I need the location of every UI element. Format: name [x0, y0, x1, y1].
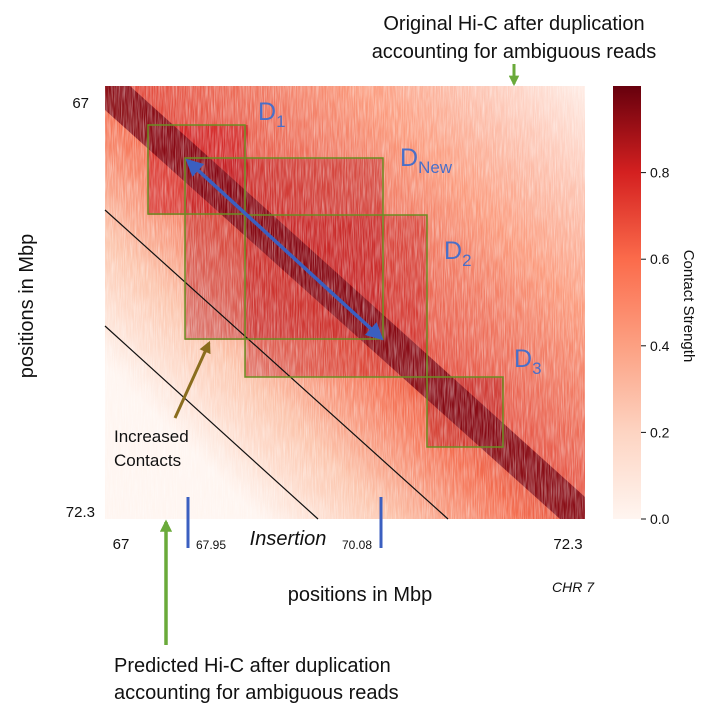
chromosome-label: CHR 7 — [552, 579, 595, 595]
y-tick-top: 67 — [72, 95, 89, 112]
insertion-start-label: 67.95 — [196, 538, 226, 552]
colorbar-label: Contact Strength — [680, 250, 697, 363]
colorbar-tick-label: 0.0 — [650, 511, 670, 527]
tad-box-d3 — [426, 376, 504, 448]
tad-label-d1: D1 — [258, 98, 286, 131]
top-annotation-line2: accounting for ambiguous reads — [372, 41, 657, 63]
bottom-annotation-line2: accounting for ambiguous reads — [114, 682, 399, 704]
colorbar — [613, 86, 641, 519]
insertion-label: Insertion — [250, 528, 327, 550]
increased-contacts-arrow — [173, 340, 211, 419]
insertion-end-label: 70.08 — [342, 538, 372, 552]
y-axis-label: positions in Mbp — [16, 234, 38, 379]
x-tick-right: 72.3 — [553, 536, 582, 553]
dnew-double-arrow — [185, 158, 384, 341]
tad-label-d3: D3 — [514, 345, 542, 378]
increased-contacts-line1: Increased — [114, 427, 189, 446]
colorbar-ticks: 0.0 0.2 0.4 0.6 0.8 — [641, 165, 670, 527]
x-axis-label: positions in Mbp — [288, 584, 433, 606]
bottom-annotation-line1: Predicted Hi-C after duplication — [114, 655, 391, 677]
tad-label-dnew: DNew — [400, 144, 453, 177]
colorbar-tick-label: 0.2 — [650, 424, 670, 440]
increased-contacts-line2: Contacts — [114, 451, 181, 470]
x-tick-left: 67 — [113, 536, 130, 553]
colorbar-tick-label: 0.4 — [650, 338, 670, 354]
prediction-line-1 — [104, 209, 449, 520]
tad-label-d2: D2 — [444, 237, 472, 270]
colorbar-tick-label: 0.8 — [650, 165, 670, 181]
colorbar-tick-label: 0.6 — [650, 251, 670, 267]
top-annotation-line1: Original Hi-C after duplication — [383, 13, 644, 35]
prediction-line-2 — [104, 325, 319, 520]
y-tick-bottom: 72.3 — [66, 504, 95, 521]
